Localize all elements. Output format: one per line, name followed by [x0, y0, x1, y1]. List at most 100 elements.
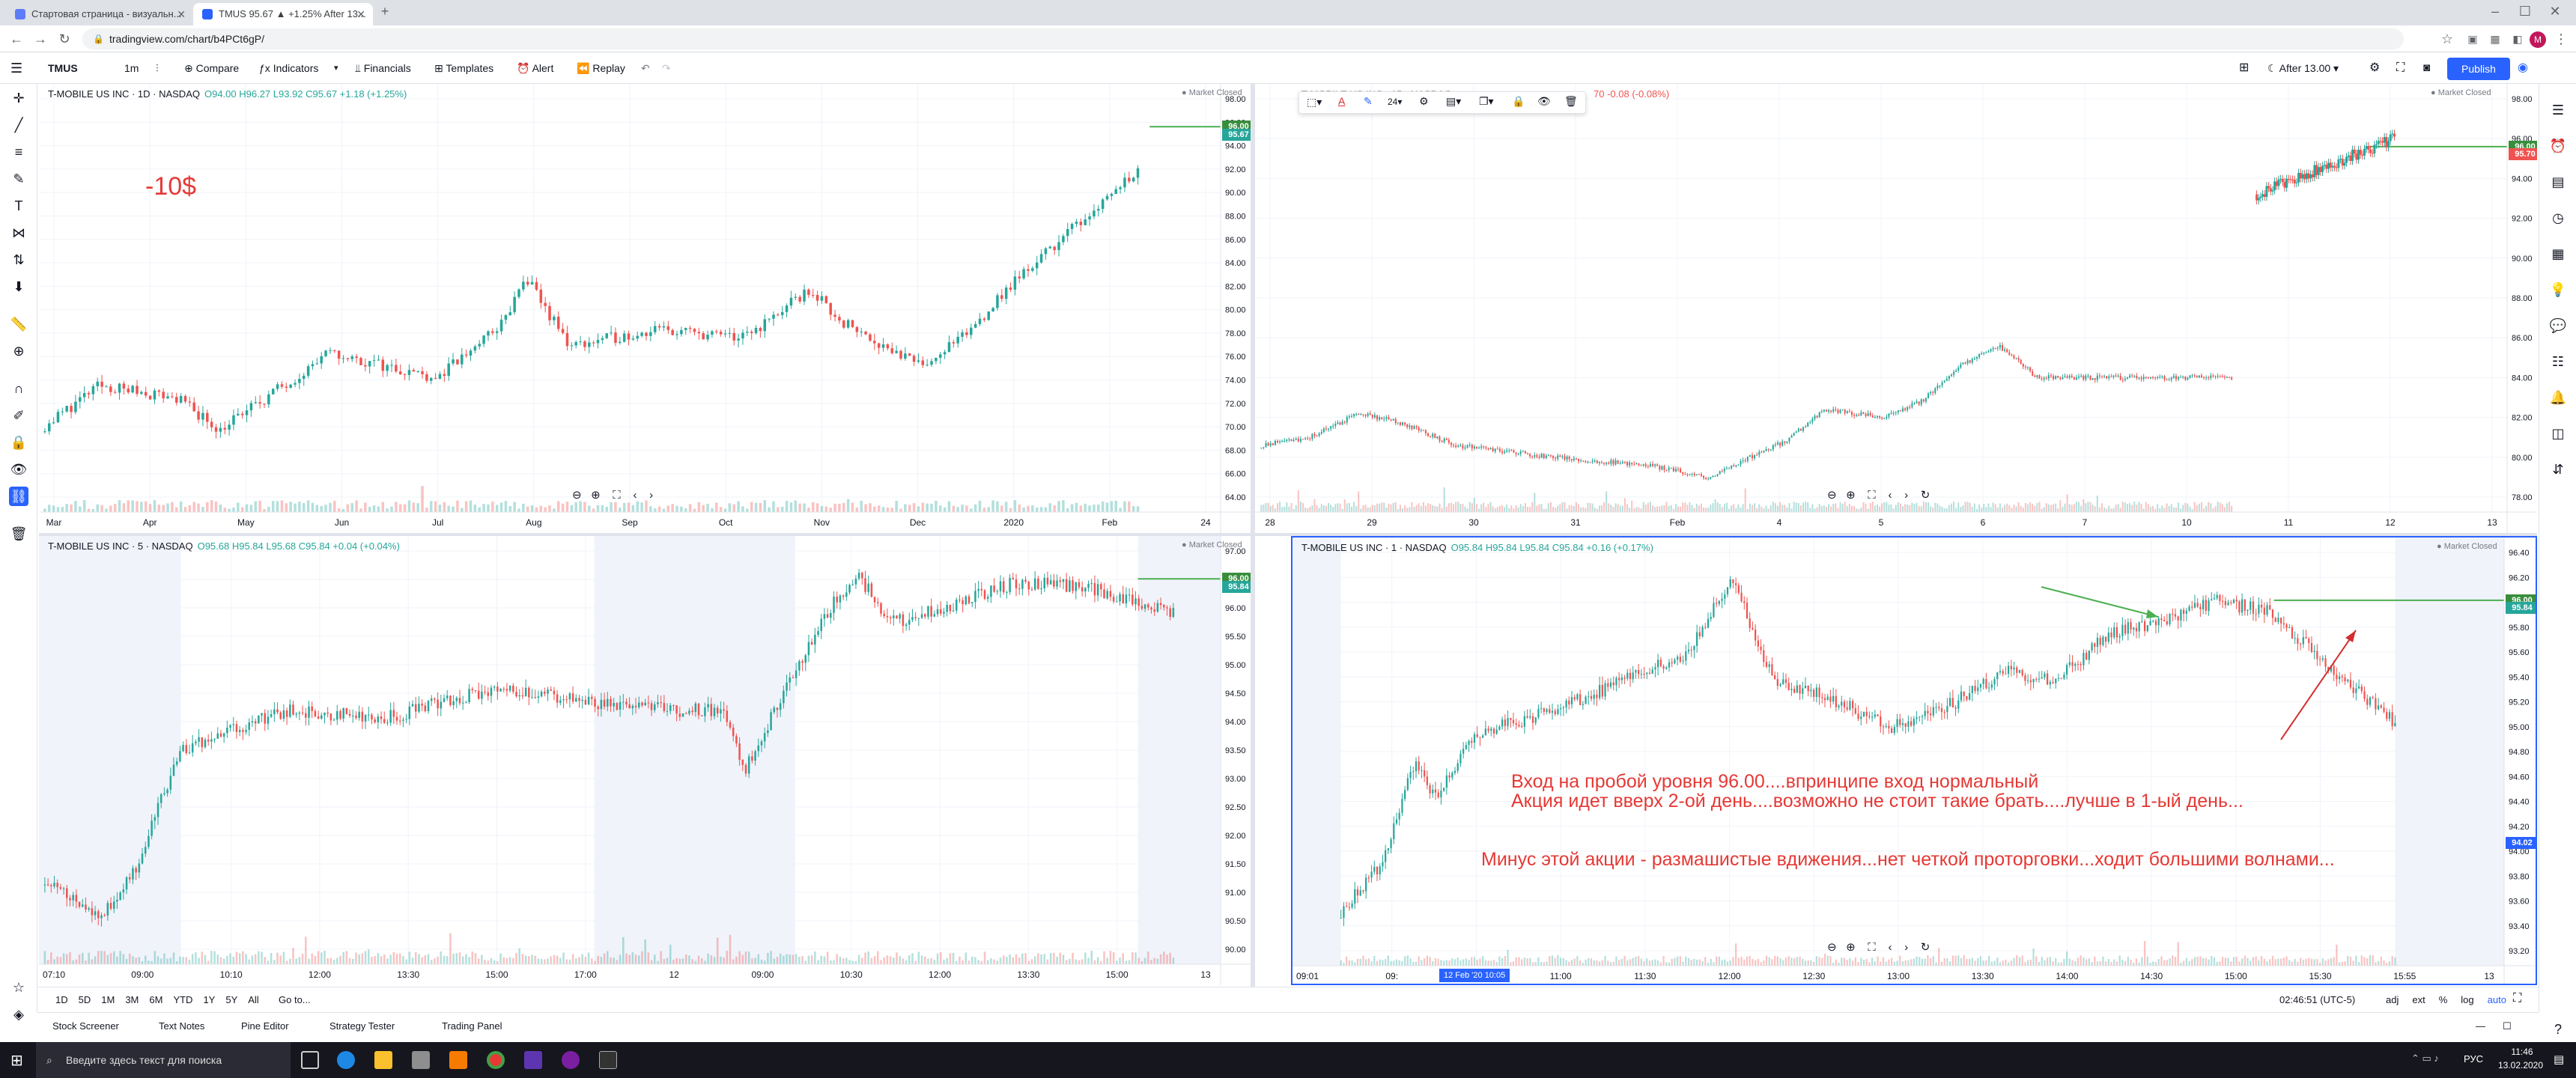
- bottom-tab-text-notes[interactable]: Text Notes: [159, 1020, 205, 1032]
- taskbar-time[interactable]: 11:46: [2511, 1047, 2533, 1057]
- range-6m[interactable]: 6M: [149, 994, 163, 1005]
- settings-icon[interactable]: ⚙: [2369, 61, 2381, 74]
- back-icon[interactable]: ←: [10, 31, 23, 46]
- range-5y[interactable]: 5Y: [225, 994, 238, 1005]
- camera-icon[interactable]: ◙: [2423, 61, 2431, 74]
- menu-icon[interactable]: ⋮: [2554, 31, 2568, 46]
- session-button[interactable]: ☾ After 13.00 ▾: [2267, 62, 2339, 74]
- scale-option-auto[interactable]: auto: [2487, 994, 2506, 1005]
- app-icon[interactable]: [449, 1051, 467, 1069]
- star-icon[interactable]: ☆: [12, 980, 25, 995]
- calendar-icon[interactable]: ▦: [2551, 246, 2565, 261]
- lock-icon[interactable]: 🔒: [1512, 95, 1525, 107]
- chart-canvas-1m[interactable]: 96.4096.2096.0095.8095.6095.4095.2095.00…: [1292, 538, 2537, 985]
- chart-nav-controls[interactable]: ⊖ ⊕ ⛶ ‹ › ↻: [1827, 489, 1931, 502]
- ideas-icon[interactable]: 💡: [2549, 282, 2567, 297]
- trash-icon[interactable]: 🗑: [1564, 95, 1578, 107]
- range-3m[interactable]: 3M: [125, 994, 139, 1005]
- magnet-icon[interactable]: ∩: [13, 381, 24, 396]
- template-icon[interactable]: ▤▾: [1446, 95, 1462, 107]
- forward-icon[interactable]: →: [34, 31, 47, 46]
- redo-icon[interactable]: ↷: [662, 62, 671, 74]
- chart-pane-15m[interactable]: 98.00 96.00 94.00 92.00 90.00 88.00 86.00 84.00…: [1255, 84, 2537, 533]
- chat-icon[interactable]: 💬: [2549, 318, 2567, 333]
- reload-icon[interactable]: ↻: [58, 31, 70, 46]
- notification-icon[interactable]: ▤: [2554, 1053, 2565, 1066]
- range-1m[interactable]: 1M: [101, 994, 115, 1005]
- new-tab-icon[interactable]: +: [380, 4, 389, 19]
- scale-option-ext[interactable]: ext: [2412, 994, 2425, 1005]
- dropdown-icon[interactable]: ▾: [334, 64, 338, 73]
- layout-icon[interactable]: ⊞: [2239, 61, 2250, 74]
- edge-icon[interactable]: [337, 1051, 355, 1069]
- hamburger-icon[interactable]: ☰: [10, 61, 23, 76]
- collapse-icon[interactable]: ⛶: [2513, 992, 2522, 1005]
- notifications-icon[interactable]: 🔔: [2549, 390, 2567, 405]
- maximize-panel-icon[interactable]: ☐: [2503, 1020, 2512, 1032]
- font-size-select[interactable]: 24▾: [1388, 97, 1403, 107]
- range-1d[interactable]: 1D: [55, 994, 68, 1005]
- avatar[interactable]: M: [2530, 31, 2546, 48]
- layers-icon[interactable]: ◈: [13, 1007, 24, 1022]
- crosshair-icon[interactable]: ✛: [13, 91, 25, 106]
- scale-option-log[interactable]: log: [2461, 994, 2474, 1005]
- pane-separator[interactable]: [39, 533, 2537, 536]
- chart-pane-1m[interactable]: 96.4096.2096.0095.8095.6095.4095.2095.00…: [1291, 536, 2537, 985]
- hotlist-icon[interactable]: ◷: [2552, 210, 2564, 225]
- clock-label[interactable]: 02:46:51 (UTC-5): [2279, 994, 2356, 1005]
- link-icon[interactable]: ⛓: [9, 487, 28, 506]
- streams-icon[interactable]: ☷: [2551, 354, 2565, 369]
- trend-line-icon[interactable]: ╱: [14, 118, 23, 133]
- chart-canvas-5m[interactable]: 97.0096.5096.0095.5095.0094.5094.0093.50…: [39, 536, 1251, 985]
- language-indicator[interactable]: РУС: [2464, 1053, 2484, 1065]
- brush-icon[interactable]: ✎: [13, 171, 25, 186]
- range-1y[interactable]: 1Y: [203, 994, 216, 1005]
- watchlist-icon[interactable]: ☰: [2551, 103, 2565, 118]
- live-icon[interactable]: ◉: [2518, 61, 2528, 74]
- replay-button[interactable]: ⏪ Replay: [577, 59, 625, 77]
- pencil-lock-icon[interactable]: ✐: [13, 408, 25, 423]
- compare-button[interactable]: ⊕ Compare: [184, 59, 239, 77]
- chart-nav-controls[interactable]: ⊖ ⊕ ⛶ ‹ ›: [572, 489, 654, 502]
- bottom-tab-trading-panel[interactable]: Trading Panel: [442, 1020, 502, 1032]
- pattern-icon[interactable]: ⋈: [12, 225, 25, 240]
- annotation-text-minus[interactable]: Минус этой акции - размашистые вдижения.…: [1481, 849, 2335, 870]
- templates-button[interactable]: ⊞ Templates: [434, 59, 493, 77]
- undo-icon[interactable]: ↶: [641, 62, 650, 74]
- fib-icon[interactable]: ≡: [14, 144, 23, 159]
- annotation-text-entry[interactable]: Вход на пробой уровня 96.00....впринципе…: [1511, 771, 2039, 792]
- store-icon[interactable]: [412, 1051, 430, 1069]
- chrome-icon[interactable]: [487, 1051, 505, 1069]
- range-5d[interactable]: 5D: [78, 994, 91, 1005]
- minimize-icon[interactable]: –: [2491, 4, 2499, 19]
- line-color-icon[interactable]: ✎: [1364, 95, 1373, 107]
- taskbar-search[interactable]: ⌕ Введите здесь текст для поиска: [36, 1042, 291, 1078]
- maximize-icon[interactable]: ☐: [2518, 4, 2532, 19]
- annotation-text[interactable]: -10$: [145, 172, 197, 201]
- eye-icon[interactable]: 👁: [10, 462, 28, 477]
- goto-button[interactable]: Go to...: [279, 994, 311, 1005]
- chart-nav-controls[interactable]: ⊖ ⊕ ⛶ ‹ › ↻: [1827, 941, 1931, 954]
- chart-pane-daily[interactable]: 98.0096.0094.0092.0090.0088.0086.0084.00…: [39, 84, 1251, 533]
- data-window-icon[interactable]: ▤: [2551, 174, 2565, 189]
- extension-icon[interactable]: ▣: [2467, 33, 2478, 45]
- scale-option-percent[interactable]: %: [2438, 994, 2448, 1005]
- close-icon[interactable]: ✕: [177, 8, 186, 20]
- browser-tab-start[interactable]: Стартовая страница - визуальн... ✕: [6, 3, 193, 25]
- bottom-tab-pine-editor[interactable]: Pine Editor: [241, 1020, 289, 1032]
- alerts-icon[interactable]: ⏰: [2549, 138, 2567, 153]
- taskbar-date[interactable]: 13.02.2020: [2497, 1060, 2544, 1071]
- arrow-down-icon[interactable]: ⬇: [13, 279, 25, 294]
- indicators-button[interactable]: ƒx Indicators: [259, 59, 318, 77]
- minimize-panel-icon[interactable]: —: [2476, 1020, 2485, 1032]
- chart-canvas-daily[interactable]: 98.0096.0094.0092.0090.0088.0086.0084.00…: [39, 84, 1251, 533]
- eye-icon[interactable]: 👁: [1537, 95, 1551, 107]
- range-ytd[interactable]: YTD: [173, 994, 193, 1005]
- chart-canvas-15m[interactable]: 98.0096.0094.0092.0090.0088.0086.0084.00…: [1255, 84, 2537, 533]
- ruler-icon[interactable]: 📏: [10, 317, 28, 332]
- scale-option-adj[interactable]: adj: [2386, 994, 2399, 1005]
- order-panel-icon[interactable]: ◫: [2551, 426, 2565, 441]
- symbol-search[interactable]: TMUS: [48, 62, 78, 74]
- select-icon[interactable]: ⬚▾: [1307, 96, 1322, 108]
- zoom-icon[interactable]: ⊕: [13, 344, 25, 359]
